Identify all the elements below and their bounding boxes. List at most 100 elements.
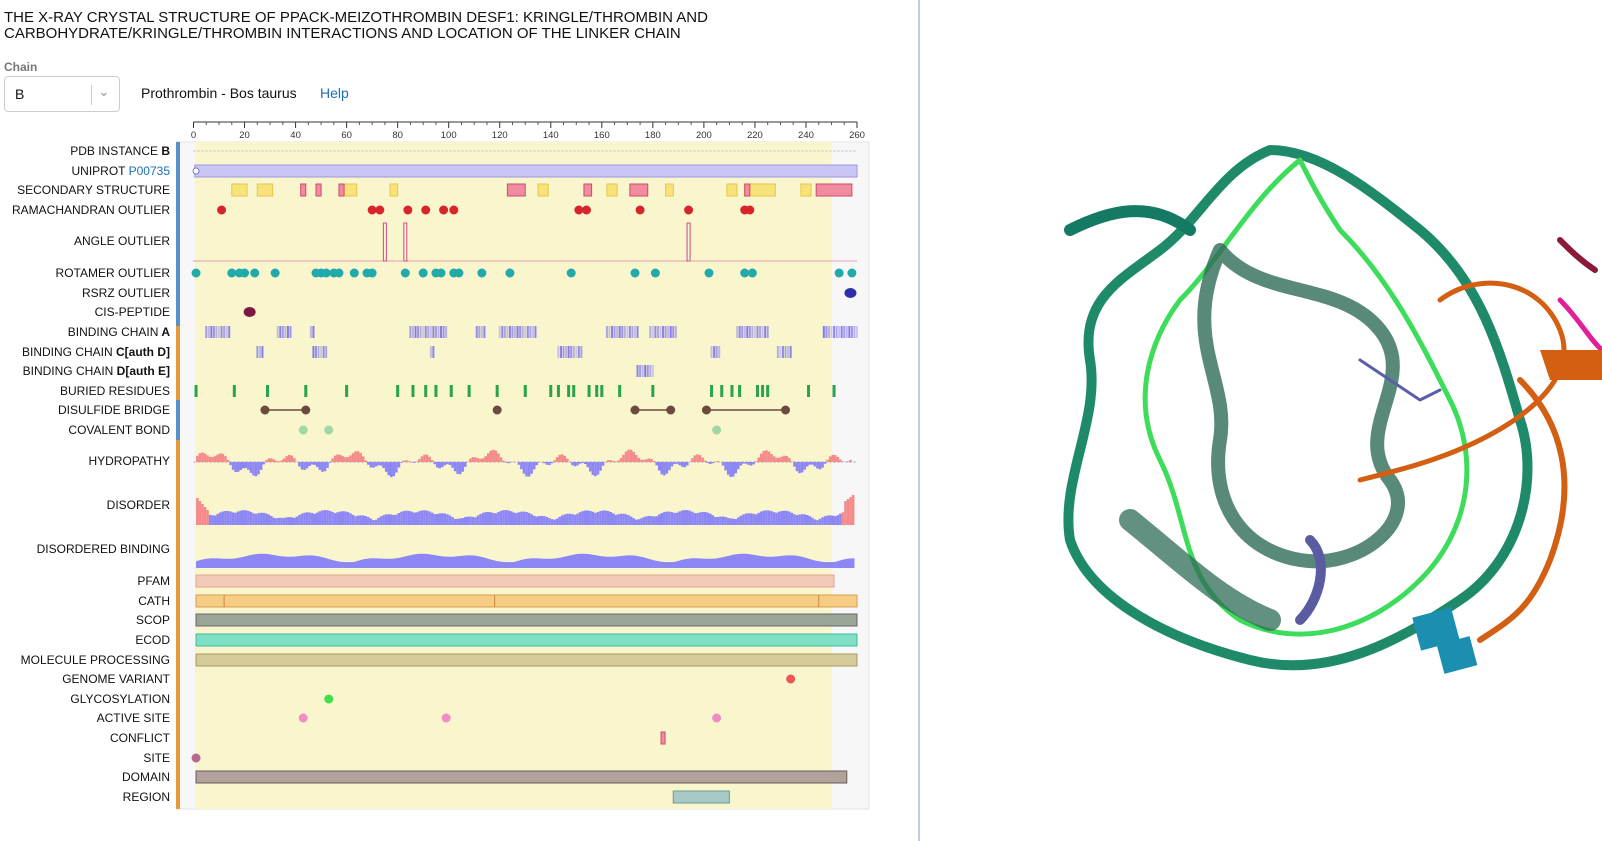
disorder-bar[interactable] [464,517,467,525]
hydropathy-bar[interactable] [581,462,584,463]
disorder-bar[interactable] [267,514,271,525]
hydropathy-bar[interactable] [765,450,768,462]
disorder-bar[interactable] [818,518,822,525]
binding-chain-a-mark[interactable] [626,326,629,338]
buried-residue-mark[interactable] [761,385,765,397]
strand-mark[interactable] [343,183,358,197]
ramachandran-outlier-mark[interactable] [574,205,584,215]
disorder-bar[interactable] [384,514,388,525]
disorder-bar[interactable] [213,515,217,525]
binding-chain-d-mark[interactable] [644,365,647,377]
disorder-bar[interactable] [573,514,577,525]
disorder-bar[interactable] [652,516,656,525]
hydropathy-bar[interactable] [484,456,487,462]
hydropathy-bar[interactable] [259,462,263,470]
active-site-mark[interactable] [441,713,451,723]
disorder-bar[interactable] [757,512,761,525]
hydropathy-bar[interactable] [298,462,301,467]
binding-chain-a-mark[interactable] [480,326,483,338]
disorder-bar[interactable] [492,512,495,525]
hydropathy-bar[interactable] [731,462,735,477]
binding-chain-a-mark[interactable] [442,326,445,338]
ecod-bar[interactable] [195,633,858,647]
disorder-bar[interactable] [259,512,263,525]
covalent-bond-mark[interactable] [712,425,722,435]
disorder-bar[interactable] [711,515,715,525]
binding-chain-a-mark[interactable] [674,326,677,338]
disorder-bar[interactable] [619,513,623,525]
disorder-bar[interactable] [563,514,567,525]
disorder-bar[interactable] [349,513,352,525]
binding-chain-a-mark[interactable] [409,326,412,338]
hydropathy-bar[interactable] [831,454,835,462]
site-mark[interactable] [191,753,201,763]
disorder-bar[interactable] [208,514,212,525]
hydropathy-bar[interactable] [471,457,475,462]
disorder-bar[interactable] [224,510,227,525]
disorder-bar[interactable] [734,519,738,525]
disorder-bar[interactable] [423,510,426,525]
disorder-bar[interactable] [354,516,357,525]
disorder-bar[interactable] [469,516,472,525]
binding-chain-a-mark[interactable] [210,326,213,338]
strand-mark[interactable] [537,183,549,197]
hydropathy-bar[interactable] [221,453,225,462]
disorder-bar[interactable] [520,511,523,525]
disorder-bar[interactable] [622,513,625,525]
hydropathy-bar[interactable] [573,462,577,467]
hydropathy-bar[interactable] [721,462,725,466]
buried-residue-mark[interactable] [738,385,742,397]
binding-chain-c-mark[interactable] [577,346,580,358]
binding-chain-a-mark[interactable] [531,326,534,338]
binding-chain-c-mark[interactable] [572,346,575,358]
disorder-bar[interactable] [247,510,250,525]
hydropathy-bar[interactable] [530,462,533,474]
hydropathy-bar[interactable] [599,462,602,471]
disulfide-mark[interactable] [260,405,270,415]
disorder-bar[interactable] [632,518,635,525]
disorder-bar[interactable] [657,514,661,525]
hydropathy-bar[interactable] [438,462,442,469]
hydropathy-bar[interactable] [464,462,467,467]
hydropathy-bar[interactable] [670,462,674,467]
helix-mark[interactable] [506,183,526,197]
hydropathy-bar[interactable] [336,454,339,462]
binding-chain-c-mark[interactable] [317,346,320,358]
binding-chain-d-mark[interactable] [639,365,642,377]
disorder-bar[interactable] [300,513,304,525]
hydropathy-bar[interactable] [821,462,824,468]
disorder-bar[interactable] [254,513,258,525]
hydropathy-bar[interactable] [497,453,500,462]
disulfide-mark[interactable] [301,405,311,415]
binding-chain-a-mark[interactable] [440,326,443,338]
ramachandran-outlier-mark[interactable] [745,205,755,215]
disorder-bar[interactable] [742,514,745,525]
disorder-bar[interactable] [798,514,801,525]
sequence-feature-viewer[interactable]: 0 20 40 60 80 100 120 140 160 180 200 220 240 260 PDB … [0,0,915,841]
disorder-bar[interactable] [198,501,202,525]
ramachandran-outlier-mark[interactable] [421,205,431,215]
cis-peptide-mark[interactable] [243,307,256,317]
binding-chain-c-mark[interactable] [320,346,323,358]
disorder-bar[interactable] [389,514,393,525]
hydropathy-bar[interactable] [308,462,311,467]
hydropathy-bar[interactable] [693,455,697,462]
buried-residue-mark[interactable] [467,385,471,397]
hydropathy-bar[interactable] [423,454,426,462]
hydropathy-bar[interactable] [453,462,457,472]
hydropathy-bar[interactable] [762,450,766,462]
disorder-bar[interactable] [614,514,618,525]
disorder-bar[interactable] [663,512,666,525]
disorder-bar[interactable] [415,512,419,525]
binding-chain-a-mark[interactable] [621,326,624,338]
binding-chain-a-mark[interactable] [822,326,825,338]
strand-mark[interactable] [389,183,399,197]
hydropathy-bar[interactable] [481,458,485,462]
cath-bar[interactable] [195,594,858,608]
rotamer-outlier-mark[interactable] [436,268,446,278]
disorder-bar[interactable] [201,504,204,525]
hydropathy-bar[interactable] [456,462,459,474]
hydropathy-bar[interactable] [430,460,434,462]
hydropathy-bar[interactable] [461,462,465,472]
disorder-bar[interactable] [566,513,569,525]
